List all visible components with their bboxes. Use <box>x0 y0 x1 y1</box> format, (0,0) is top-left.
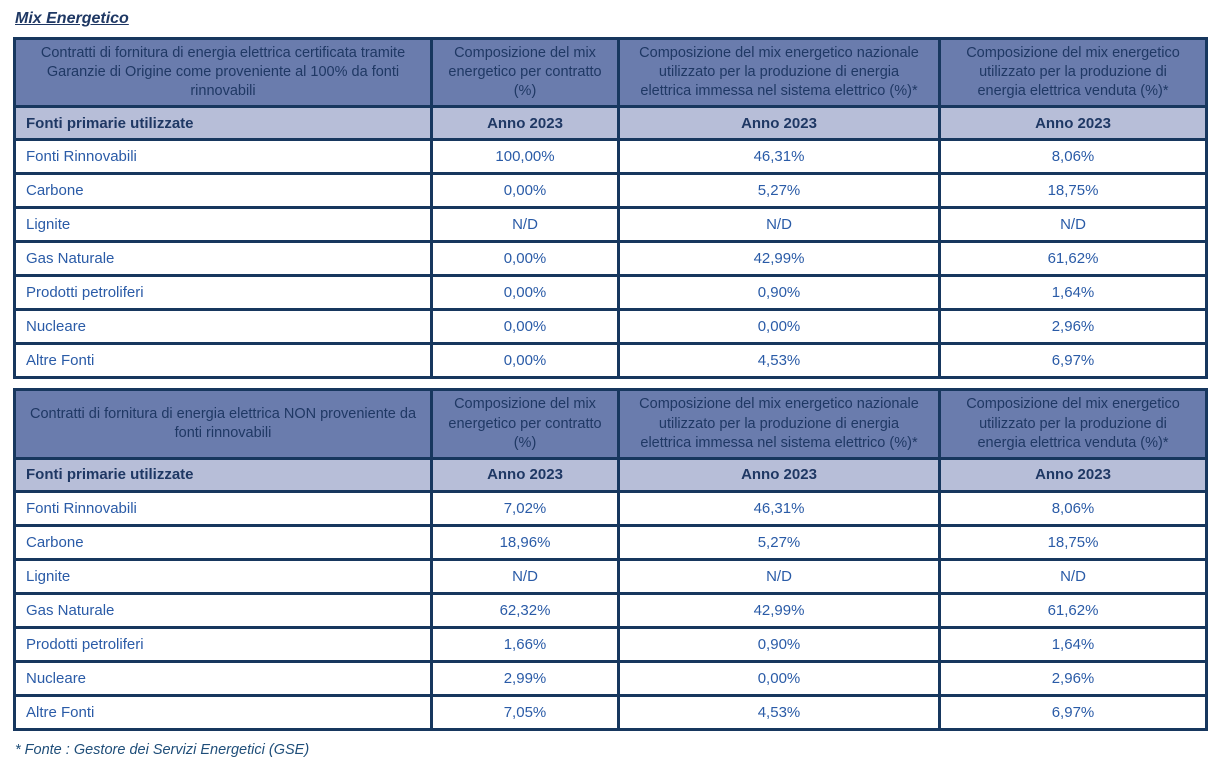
value-cell: 5,27% <box>617 172 941 210</box>
value-cell: 18,75% <box>938 523 1208 561</box>
value-cell: 7,02% <box>430 489 620 527</box>
table-row: Fonti Rinnovabili 100,00% 46,31% 8,06% <box>13 138 1208 176</box>
value-cell: 6,97% <box>938 342 1208 380</box>
value-cell: 0,00% <box>430 308 620 346</box>
table-body: Fonti Rinnovabili 100,00% 46,31% 8,06% Carbo… <box>13 138 1208 380</box>
value-cell: N/D <box>617 206 941 244</box>
year-header: Anno 2023 <box>938 105 1208 142</box>
contract-description-header: Contratti di fornitura di energia elettr… <box>13 388 433 460</box>
value-cell: N/D <box>617 557 941 595</box>
table-body: Fonti Rinnovabili 7,02% 46,31% 8,06% Carbone… <box>13 489 1208 731</box>
col-header-national-mix: Composizione del mix energetico nazional… <box>617 388 941 460</box>
table-row: Prodotti petroliferi 1,66% 0,90% 1,64% <box>13 625 1208 663</box>
value-cell: 8,06% <box>938 138 1208 176</box>
value-cell: 18,96% <box>430 523 620 561</box>
source-label: Lignite <box>13 557 433 595</box>
source-label: Gas Naturale <box>13 591 433 629</box>
renewable-contracts-table: Contratti di fornitura di energia elettr… <box>13 36 1208 380</box>
value-cell: 42,99% <box>617 240 941 278</box>
value-cell: 61,62% <box>938 240 1208 278</box>
value-cell: 18,75% <box>938 172 1208 210</box>
value-cell: N/D <box>938 206 1208 244</box>
value-cell: N/D <box>430 557 620 595</box>
year-header: Anno 2023 <box>938 456 1208 493</box>
value-cell: 2,96% <box>938 659 1208 697</box>
table-row: Lignite N/D N/D N/D <box>13 206 1208 244</box>
value-cell: 1,64% <box>938 625 1208 663</box>
year-header: Anno 2023 <box>617 456 941 493</box>
value-cell: 61,62% <box>938 591 1208 629</box>
source-label: Prodotti petroliferi <box>13 625 433 663</box>
source-label: Altre Fonti <box>13 342 433 380</box>
year-header: Anno 2023 <box>430 105 620 142</box>
table-row: Gas Naturale 0,00% 42,99% 61,62% <box>13 240 1208 278</box>
source-label: Fonti Rinnovabili <box>13 138 433 176</box>
source-label: Nucleare <box>13 308 433 346</box>
value-cell: 46,31% <box>617 489 941 527</box>
value-cell: 42,99% <box>617 591 941 629</box>
table-row: Carbone 0,00% 5,27% 18,75% <box>13 172 1208 210</box>
table-header-row: Contratti di fornitura di energia elettr… <box>13 388 1208 460</box>
table-row: Nucleare 2,99% 0,00% 2,96% <box>13 659 1208 697</box>
page-title: Mix Energetico <box>15 10 129 27</box>
value-cell: 4,53% <box>617 693 941 731</box>
value-cell: 5,27% <box>617 523 941 561</box>
source-footnote: * Fonte : Gestore dei Servizi Energetici… <box>15 741 310 758</box>
contract-description-header: Contratti di fornitura di energia elettr… <box>13 36 433 109</box>
value-cell: 8,06% <box>938 489 1208 527</box>
primary-sources-header: Fonti primarie utilizzate <box>13 456 433 493</box>
value-cell: 100,00% <box>430 138 620 176</box>
value-cell: 7,05% <box>430 693 620 731</box>
table-row: Carbone 18,96% 5,27% 18,75% <box>13 523 1208 561</box>
primary-sources-header: Fonti primarie utilizzate <box>13 105 433 142</box>
table-row: Lignite N/D N/D N/D <box>13 557 1208 595</box>
value-cell: 0,00% <box>430 240 620 278</box>
col-header-contract-mix: Composizione del mix energetico per cont… <box>430 36 620 109</box>
value-cell: 1,64% <box>938 274 1208 312</box>
value-cell: 62,32% <box>430 591 620 629</box>
table-row: Gas Naturale 62,32% 42,99% 61,62% <box>13 591 1208 629</box>
source-label: Nucleare <box>13 659 433 697</box>
non-renewable-contracts-table: Contratti di fornitura di energia elettr… <box>13 388 1208 731</box>
value-cell: 1,66% <box>430 625 620 663</box>
source-label: Altre Fonti <box>13 693 433 731</box>
table-row: Altre Fonti 7,05% 4,53% 6,97% <box>13 693 1208 731</box>
value-cell: 2,99% <box>430 659 620 697</box>
value-cell: 0,00% <box>617 659 941 697</box>
table-header-row: Contratti di fornitura di energia elettr… <box>13 36 1208 109</box>
value-cell: 46,31% <box>617 138 941 176</box>
value-cell: 2,96% <box>938 308 1208 346</box>
source-label: Fonti Rinnovabili <box>13 489 433 527</box>
source-label: Carbone <box>13 172 433 210</box>
value-cell: N/D <box>430 206 620 244</box>
col-header-sold-mix: Composizione del mix energetico utilizza… <box>938 36 1208 109</box>
value-cell: 6,97% <box>938 693 1208 731</box>
value-cell: 0,00% <box>430 274 620 312</box>
table-subheader-row: Fonti primarie utilizzate Anno 2023 Anno… <box>13 456 1208 493</box>
table-row: Nucleare 0,00% 0,00% 2,96% <box>13 308 1208 346</box>
source-label: Prodotti petroliferi <box>13 274 433 312</box>
source-label: Lignite <box>13 206 433 244</box>
value-cell: 0,00% <box>430 342 620 380</box>
year-header: Anno 2023 <box>617 105 941 142</box>
source-label: Gas Naturale <box>13 240 433 278</box>
col-header-sold-mix: Composizione del mix energetico utilizza… <box>938 388 1208 460</box>
table-subheader-row: Fonti primarie utilizzate Anno 2023 Anno… <box>13 105 1208 142</box>
col-header-national-mix: Composizione del mix energetico nazional… <box>617 36 941 109</box>
value-cell: 0,00% <box>617 308 941 346</box>
table-row: Fonti Rinnovabili 7,02% 46,31% 8,06% <box>13 489 1208 527</box>
source-label: Carbone <box>13 523 433 561</box>
table-row: Prodotti petroliferi 0,00% 0,90% 1,64% <box>13 274 1208 312</box>
value-cell: N/D <box>938 557 1208 595</box>
value-cell: 4,53% <box>617 342 941 380</box>
table-row: Altre Fonti 0,00% 4,53% 6,97% <box>13 342 1208 380</box>
value-cell: 0,00% <box>430 172 620 210</box>
value-cell: 0,90% <box>617 274 941 312</box>
year-header: Anno 2023 <box>430 456 620 493</box>
value-cell: 0,90% <box>617 625 941 663</box>
col-header-contract-mix: Composizione del mix energetico per cont… <box>430 388 620 460</box>
